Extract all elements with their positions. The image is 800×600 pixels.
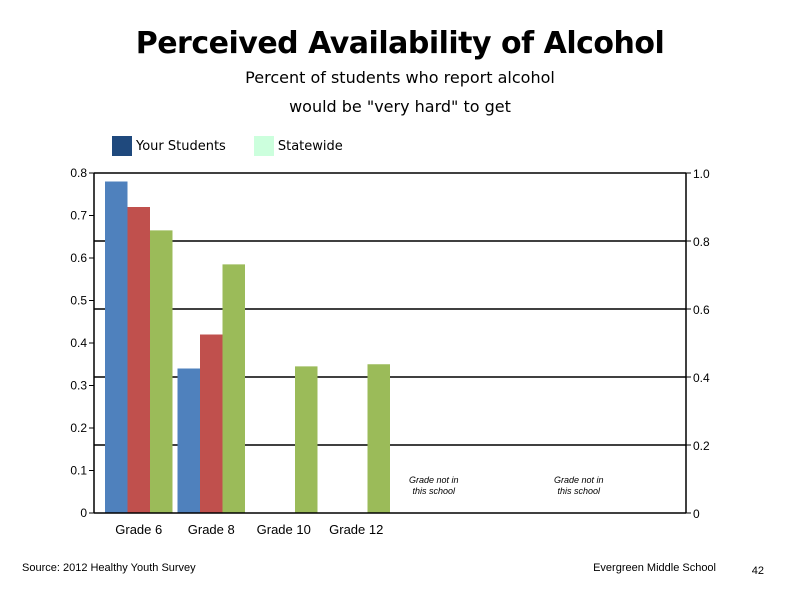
legend-swatch-your-students [112, 136, 132, 156]
page-number: 42 [751, 565, 764, 577]
y-tick-label-left: 0.8 [70, 166, 87, 180]
chart-subtitle-line-1: Percent of students who report alcohol [245, 68, 555, 87]
y-tick-label-left: 0.5 [70, 294, 87, 308]
y-tick-label-left: 0.4 [70, 336, 87, 350]
legend-item-statewide: Statewide [253, 136, 343, 156]
legend-swatch-statewide [253, 136, 274, 156]
bar-1-grade-8 [177, 368, 200, 513]
y-tick-label-left: 0.3 [70, 379, 87, 393]
chart-subtitle-line-2: would be "very hard" to get [289, 97, 511, 116]
legend-label-statewide: Statewide [277, 138, 343, 154]
bar-3-grade-10 [295, 366, 318, 513]
x-tick-label: Grade 12 [329, 522, 383, 537]
legend-label-your-students: Your Students [136, 138, 226, 154]
annotation-grade-not-in-school: this school [412, 486, 456, 496]
y-tick-label-left: 0 [80, 506, 87, 520]
y-tick-label-right: 0.8 [693, 235, 710, 249]
y-tick-label-left: 0.6 [70, 251, 87, 265]
chart-title: Perceived Availability of Alcohol [135, 26, 665, 61]
y-tick-label-right: 0.4 [693, 371, 710, 385]
y-tick-label-left: 0.2 [70, 421, 87, 435]
y-tick-label-right: 0.2 [693, 439, 710, 453]
x-tick-label: Grade 8 [188, 522, 235, 537]
x-tick-label: Grade 10 [257, 522, 311, 537]
bar-3-grade-8 [222, 264, 245, 513]
bar-2-grade-6 [127, 207, 150, 513]
x-tick-label: Grade 6 [115, 522, 162, 537]
y-tick-label-left: 0.7 [70, 209, 87, 223]
bar-2-grade-8 [200, 334, 223, 513]
y-tick-label-right: 0.6 [693, 303, 710, 317]
bar-3-grade-12 [367, 364, 390, 513]
school-name: Evergreen Middle School [593, 562, 716, 574]
chart-legend: Your Students Statewide [112, 136, 371, 156]
annotation-grade-not-in-school: Grade not in [409, 475, 459, 485]
legend-item-your-students: Your Students [112, 136, 226, 156]
bar-3-grade-6 [150, 230, 173, 513]
annotation-grade-not-in-school: Grade not in [554, 475, 604, 485]
annotation-grade-not-in-school: this school [557, 486, 601, 496]
bar-1-grade-6 [105, 181, 128, 513]
y-tick-label-left: 0.1 [70, 464, 87, 478]
source-note: Source: 2012 Healthy Youth Survey [22, 562, 196, 574]
y-tick-label-right: 1.0 [693, 167, 710, 181]
y-tick-label-right: 0 [693, 507, 700, 521]
